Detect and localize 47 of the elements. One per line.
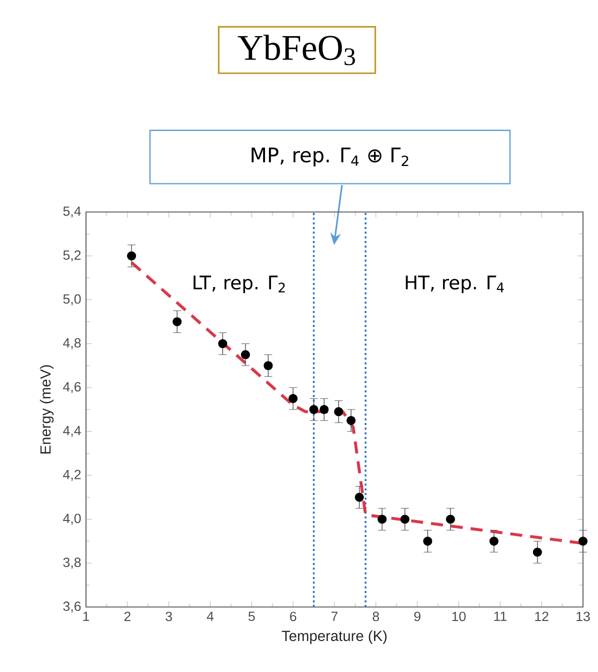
point bbox=[127, 251, 136, 260]
point bbox=[172, 317, 182, 326]
x-tick-label: 9 bbox=[414, 612, 420, 622]
text: MP, rep. Γ$_{4}$ ⊕ Γ$_{2}$ bbox=[252, 148, 408, 166]
point bbox=[532, 548, 542, 557]
x-tick-label: 12 bbox=[535, 612, 548, 622]
x-axis-title: Temperature (K) bbox=[282, 630, 387, 644]
x-tick-label: 2 bbox=[124, 612, 130, 622]
y-tick-label: 3,8 bbox=[63, 558, 81, 569]
y-tick-label: 3,6 bbox=[63, 602, 81, 613]
point bbox=[334, 407, 344, 416]
point bbox=[240, 350, 250, 360]
annotation: LT, rep. Γ$_{2}$ bbox=[194, 276, 285, 294]
x-tick-label: 10 bbox=[452, 612, 466, 622]
x-tick-label: 13 bbox=[576, 612, 590, 622]
x-tick-label: 6 bbox=[290, 612, 296, 622]
point bbox=[218, 339, 228, 348]
y-tick-label: 4,0 bbox=[63, 514, 81, 525]
y-tick-label: 5,0 bbox=[63, 294, 81, 306]
point bbox=[446, 514, 455, 524]
y-tick-label: 5,4 bbox=[63, 206, 81, 218]
chart-title: YbFeO$_{3}$ bbox=[238, 34, 355, 66]
point bbox=[489, 536, 498, 546]
point bbox=[320, 404, 329, 414]
y-tick-label: 4,8 bbox=[63, 338, 81, 350]
annotation: HT, rep. Γ$_{4}$ bbox=[406, 276, 504, 294]
point bbox=[354, 492, 364, 502]
point bbox=[264, 361, 273, 370]
point bbox=[288, 394, 298, 404]
x-tick-label: 1 bbox=[83, 612, 90, 621]
y-tick-label: 5,2 bbox=[63, 250, 81, 262]
y-tick-label: 4,4 bbox=[63, 426, 81, 437]
point bbox=[400, 514, 410, 524]
point bbox=[378, 514, 387, 524]
x-tick-label: 11 bbox=[494, 612, 506, 621]
point bbox=[578, 536, 588, 546]
x-tick-label: 4 bbox=[206, 612, 214, 621]
y-tick-label: 4,6 bbox=[63, 382, 81, 394]
x-tick-label: 3 bbox=[166, 612, 172, 622]
x-tick-label: 5 bbox=[248, 612, 255, 622]
point bbox=[423, 536, 432, 546]
point bbox=[309, 404, 318, 414]
x-tick-label: 7 bbox=[331, 612, 338, 621]
y-axis-title: Energy (meV) bbox=[40, 365, 54, 454]
x-tick-label: 8 bbox=[372, 612, 380, 622]
y-tick-label: 4,2 bbox=[63, 470, 81, 481]
point bbox=[346, 416, 356, 426]
